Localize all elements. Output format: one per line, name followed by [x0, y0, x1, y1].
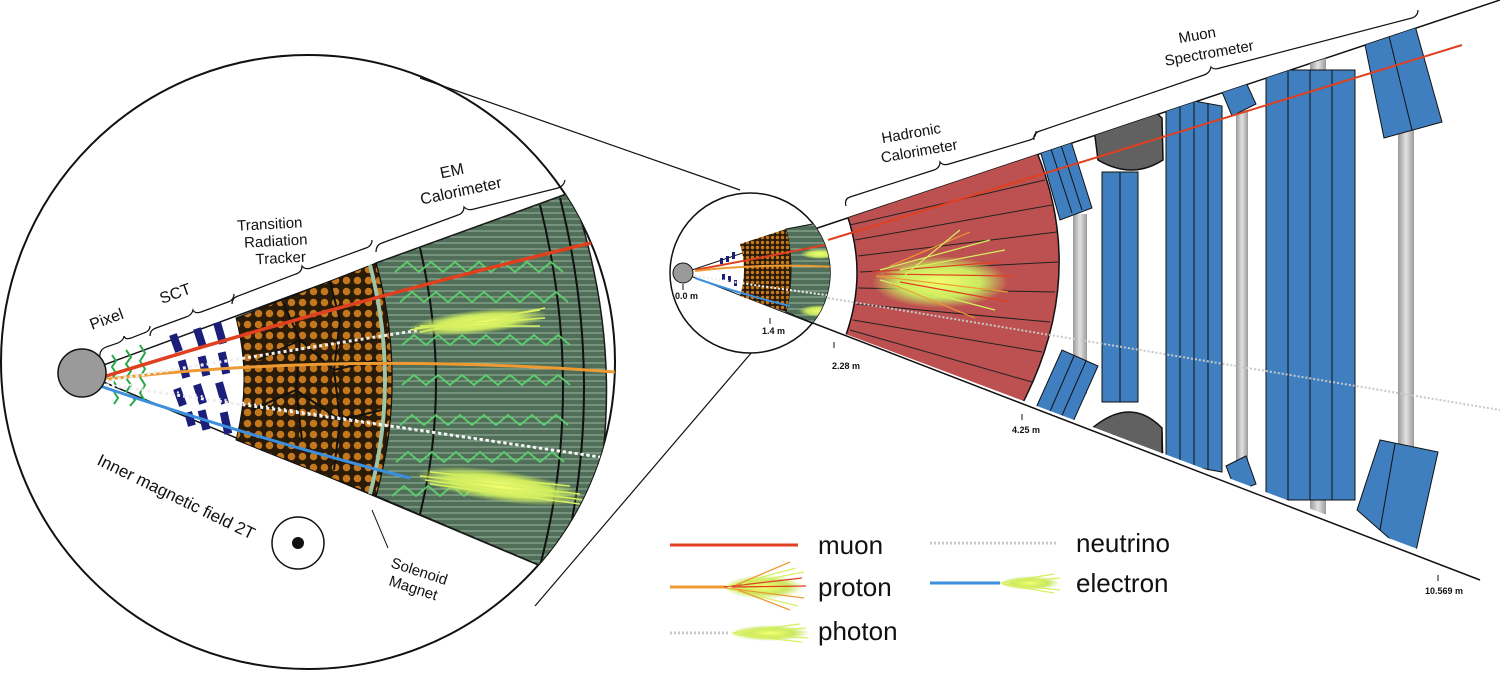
legend-proton: proton — [670, 561, 892, 611]
em-label-1: EM — [439, 161, 466, 183]
legend: muon proton photon neutrino — [670, 528, 1170, 646]
beam-pipe-overview — [672, 262, 694, 284]
hadronic-brace — [844, 130, 1037, 207]
beam-pipe-zoom — [57, 348, 107, 398]
magnetic-field-out-of-page-icon — [271, 516, 325, 570]
trt-brace — [231, 239, 373, 305]
sct-brace — [149, 293, 235, 337]
em-brace — [375, 179, 566, 253]
distance-2: 2.28 m — [832, 361, 860, 371]
trt-label-1: Transition — [237, 214, 303, 234]
distance-4: 10.569 m — [1425, 586, 1463, 596]
distance-1: 1.4 m — [762, 326, 785, 336]
svg-text:muon: muon — [818, 530, 883, 560]
muon-track-zoom — [99, 234, 615, 380]
photon-track-zoom — [99, 328, 421, 384]
svg-text:photon: photon — [818, 616, 898, 646]
distance-3: 4.25 m — [1012, 425, 1040, 435]
distance-0: 0.0 m — [675, 291, 698, 301]
proton-shower-overview — [871, 229, 1013, 319]
pixel-brace — [99, 325, 151, 358]
electron-track-zoom — [99, 384, 411, 480]
muon-track-overview — [827, 44, 1463, 241]
legend-electron: electron — [930, 568, 1169, 598]
svg-text:electron: electron — [1076, 568, 1169, 598]
muon-spectrometer-label-2: Spectrometer — [1163, 37, 1255, 69]
svg-text:proton: proton — [818, 572, 892, 602]
neutrino-track-overview — [827, 297, 1500, 411]
electron-shower-zoom — [415, 466, 586, 506]
muon-spectrometer-brace — [1033, 9, 1419, 141]
muon-spectrometer-label-1: Muon — [1177, 24, 1217, 47]
trt-label-2: Radiation — [244, 231, 308, 251]
trt-label-3: Tracker — [255, 249, 306, 269]
photon-shower-zoom — [408, 307, 548, 336]
legend-neutrino: neutrino — [930, 528, 1170, 558]
muon-chambers — [1034, 21, 1443, 561]
svg-text:neutrino: neutrino — [1076, 528, 1170, 558]
full-detector-overview: Hadronic Calorimeter Muon Spectrometer 0… — [669, 0, 1500, 596]
zoomed-inner-detector: Pixel SCT Transition Radiation Tracker E… — [0, 54, 616, 670]
proton-track-zoom — [99, 361, 615, 382]
legend-photon: photon — [670, 616, 898, 646]
legend-muon: muon — [670, 530, 883, 560]
